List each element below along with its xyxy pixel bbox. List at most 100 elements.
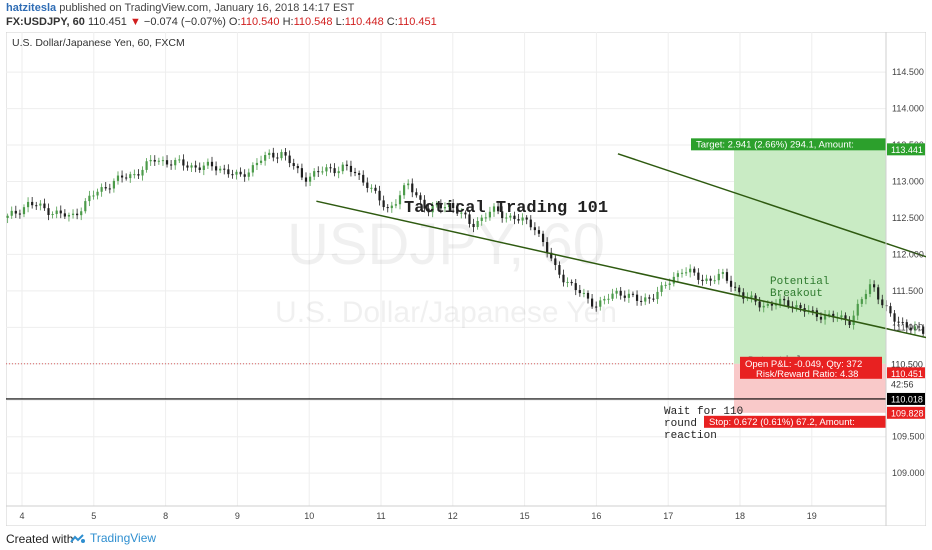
candle-body [239,171,242,175]
candle-body [517,219,520,221]
candle-body [325,167,328,172]
candle-body [521,217,524,221]
candle-body [799,305,802,309]
time-axis[interactable]: 4 5 8 9 10 11 12 15 16 17 18 19 [6,505,886,521]
candle-body [513,215,516,220]
target-price-tag: 113.441 [891,145,923,155]
candle-body [717,273,720,281]
breakout-annotation: Potential [770,276,829,288]
tradingview-brand[interactable]: TradingView [70,531,156,545]
entry-price-tag-bg [887,357,925,370]
candle-body [480,217,483,221]
tradingview-label: TradingView [90,531,157,545]
candle-body [770,303,774,306]
candle-body [308,176,312,182]
candle-body [778,298,782,304]
candle-body [100,187,103,192]
candle-body [631,293,635,295]
price-tick-label: 109.500 [892,432,925,442]
channel-upper-line [617,153,926,258]
candle-body [219,168,222,171]
time-tick-label: 8 [163,511,168,521]
candle-body [844,315,847,321]
candle-body [472,223,475,228]
candle-body [170,164,173,166]
time-tick-label: 16 [591,511,601,521]
candle-body [362,174,365,183]
candle-body [783,298,786,301]
candle-body [153,159,156,162]
candle-body [758,301,761,308]
chart-area[interactable]: USDJPY, 60 U.S. Dollar/Japanese Yen U.S. … [6,32,926,526]
candle-body [284,152,287,156]
candle-body [734,286,737,288]
candle-body [259,160,263,163]
price-tick-label: 114.000 [892,104,924,114]
candle-body [578,290,581,294]
candle-body [848,320,851,325]
candle-body [701,279,704,282]
target-label: Target: 2.941 (2.66%) 294.1, Amount: [696,139,854,150]
candle-body [14,210,17,214]
candle-body [39,203,42,206]
price-tick-label: 109.000 [892,468,925,478]
candle-body [67,214,71,217]
candle-body [742,292,745,299]
candle-body [141,169,144,176]
candle-body [378,190,381,201]
candle-body [811,310,814,312]
candle-body [394,204,398,206]
candle-body [476,220,479,228]
candle-body [435,204,438,206]
candle-body [31,201,34,206]
price-chart[interactable]: USDJPY, 60 U.S. Dollar/Japanese Yen U.S. … [6,32,926,526]
candle-body [922,326,925,334]
candle-body [358,173,361,175]
candle-body [178,159,181,161]
candle-body [43,203,46,209]
channel-lower-line [316,200,926,339]
candle-body [104,187,107,189]
stop-label: Stop: 0.672 (0.61%) 67.2, Amount: [709,417,855,428]
candle-body [227,169,230,175]
candle-body [533,227,536,231]
candle-body [206,161,210,166]
author-link[interactable]: hatzitesla [6,2,57,14]
candle-body [108,188,111,190]
publish-line: hatzitesla published on TradingView.com,… [6,2,354,14]
candle-body [525,217,528,220]
footer: Created with TradingView [0,528,932,550]
candle-body [35,205,38,207]
time-tick-label: 9 [235,511,240,521]
timer-tag-bg [887,378,925,391]
candle-body [419,195,422,200]
candle-body [280,152,283,159]
price-change: −0.074 (−0.07%) [143,16,226,28]
timer-tag: 42:56 [891,380,914,390]
candle-body [725,272,729,281]
candle-body [329,167,332,169]
last-price: 110.451 [87,16,127,28]
candle-body [386,207,389,209]
candle-body [537,230,541,234]
candle-body [447,203,451,208]
candle-body [509,215,512,218]
candle-body [443,207,447,209]
breakout-annotation: Breakout [770,288,823,300]
candle-body [182,159,185,166]
candle-body [762,305,765,308]
stop-label-bg [704,415,886,428]
candle-body [505,217,508,219]
candle-body [468,214,471,224]
candle-body [877,287,880,300]
close-value: 110.451 [397,16,437,28]
candle-body [668,283,671,285]
candle-body [202,165,205,171]
support-price-tag-bg [887,392,925,405]
stop-price-tag: 109.828 [891,408,924,418]
candle-body [47,208,50,216]
drawings [6,153,926,400]
candle-body [452,203,455,209]
candle-body [427,208,430,213]
candle-body [321,171,324,173]
